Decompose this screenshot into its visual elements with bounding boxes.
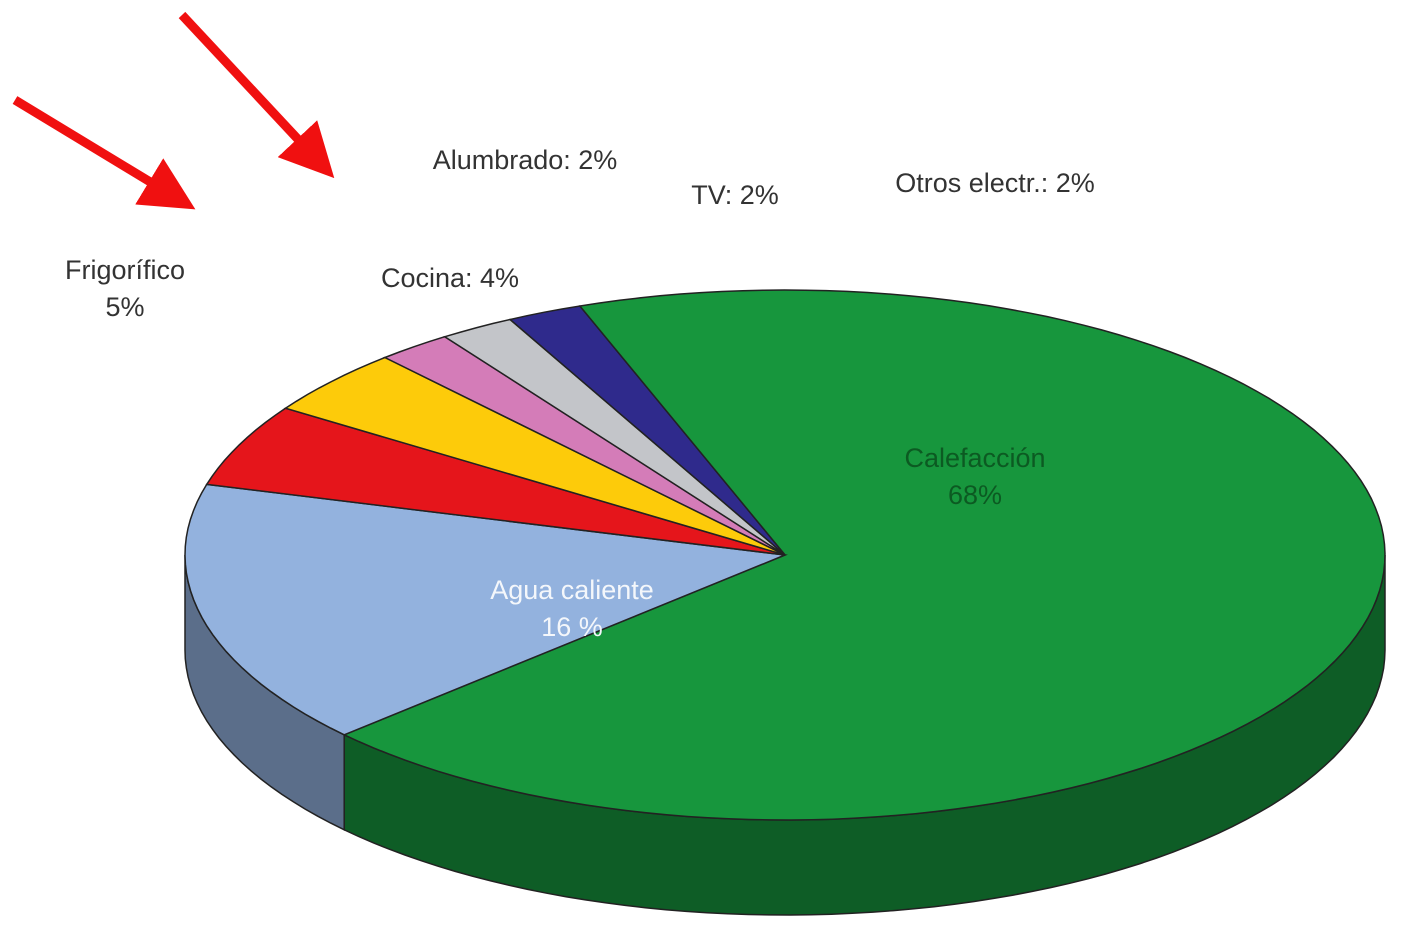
slice-label: Cocina: 4% [381, 263, 519, 293]
slice-label: Alumbrado: 2% [433, 145, 618, 175]
slice-label: 68% [948, 480, 1002, 510]
slice-label: 16 % [541, 612, 603, 642]
slice-label: Frigorífico [65, 255, 185, 285]
chart: Calefacción 68% Agua caliente 16 % Frigorífi… [0, 0, 1410, 936]
arrow [15, 100, 180, 200]
slice-label: TV: 2% [691, 180, 779, 210]
slice-label: Calefacción [904, 443, 1045, 473]
slice-label: Agua caliente [490, 575, 654, 605]
arrow [182, 15, 322, 165]
slice-label: Otros electr.: 2% [895, 168, 1095, 198]
slice-label: 5% [105, 292, 144, 322]
pie [185, 290, 1385, 915]
